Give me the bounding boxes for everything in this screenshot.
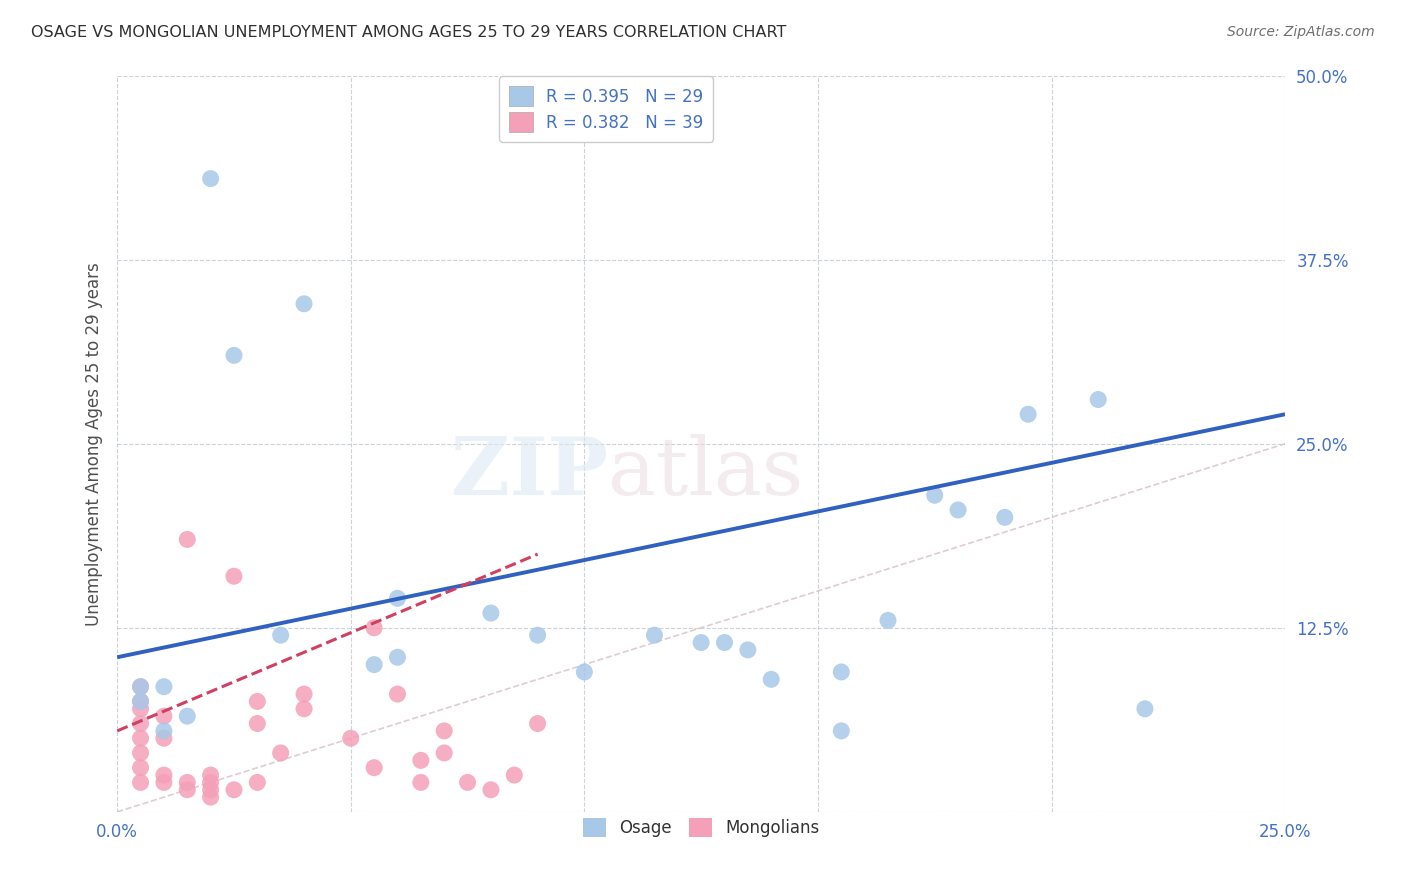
Text: atlas: atlas xyxy=(607,434,803,512)
Point xyxy=(129,746,152,760)
Point xyxy=(363,621,385,635)
Point xyxy=(176,533,198,547)
Point xyxy=(176,709,198,723)
Point xyxy=(479,606,502,620)
Point xyxy=(153,731,176,746)
Point xyxy=(526,716,548,731)
Point xyxy=(246,775,269,789)
Point xyxy=(877,614,900,628)
Point xyxy=(270,628,292,642)
Point xyxy=(994,510,1017,524)
Point xyxy=(200,790,222,805)
Point xyxy=(946,503,969,517)
Point xyxy=(270,746,292,760)
Point xyxy=(129,775,152,789)
Point xyxy=(129,680,152,694)
Y-axis label: Unemployment Among Ages 25 to 29 years: Unemployment Among Ages 25 to 29 years xyxy=(86,262,103,625)
Point xyxy=(200,171,222,186)
Point xyxy=(129,761,152,775)
Point xyxy=(737,643,759,657)
Point xyxy=(129,716,152,731)
Point xyxy=(526,628,548,642)
Point xyxy=(200,782,222,797)
Point xyxy=(433,746,456,760)
Point xyxy=(153,723,176,738)
Point xyxy=(129,694,152,708)
Point xyxy=(457,775,479,789)
Point xyxy=(387,687,409,701)
Point xyxy=(153,768,176,782)
Point xyxy=(129,694,152,708)
Point xyxy=(246,694,269,708)
Point xyxy=(153,680,176,694)
Point xyxy=(129,731,152,746)
Point xyxy=(761,673,783,687)
Point xyxy=(713,635,735,649)
Point xyxy=(363,761,385,775)
Point xyxy=(690,635,713,649)
Point xyxy=(222,569,245,583)
Point xyxy=(292,687,315,701)
Point xyxy=(339,731,361,746)
Point xyxy=(363,657,385,672)
Point xyxy=(387,650,409,665)
Point xyxy=(830,723,852,738)
Point xyxy=(176,782,198,797)
Point xyxy=(830,665,852,679)
Text: ZIP: ZIP xyxy=(451,434,607,512)
Point xyxy=(574,665,596,679)
Point xyxy=(643,628,665,642)
Point xyxy=(129,702,152,716)
Point xyxy=(387,591,409,606)
Point xyxy=(200,775,222,789)
Point xyxy=(222,348,245,362)
Point xyxy=(1133,702,1156,716)
Point xyxy=(292,702,315,716)
Point xyxy=(153,709,176,723)
Text: Source: ZipAtlas.com: Source: ZipAtlas.com xyxy=(1227,25,1375,39)
Point xyxy=(409,775,432,789)
Point xyxy=(433,723,456,738)
Point xyxy=(222,782,245,797)
Point xyxy=(200,768,222,782)
Point xyxy=(292,297,315,311)
Point xyxy=(1087,392,1109,407)
Point xyxy=(153,775,176,789)
Point xyxy=(503,768,526,782)
Point xyxy=(479,782,502,797)
Point xyxy=(129,680,152,694)
Point xyxy=(246,716,269,731)
Point xyxy=(1017,407,1039,421)
Point xyxy=(176,775,198,789)
Point xyxy=(409,753,432,767)
Legend: Osage, Mongolians: Osage, Mongolians xyxy=(576,812,827,844)
Text: OSAGE VS MONGOLIAN UNEMPLOYMENT AMONG AGES 25 TO 29 YEARS CORRELATION CHART: OSAGE VS MONGOLIAN UNEMPLOYMENT AMONG AG… xyxy=(31,25,786,40)
Point xyxy=(924,488,946,502)
